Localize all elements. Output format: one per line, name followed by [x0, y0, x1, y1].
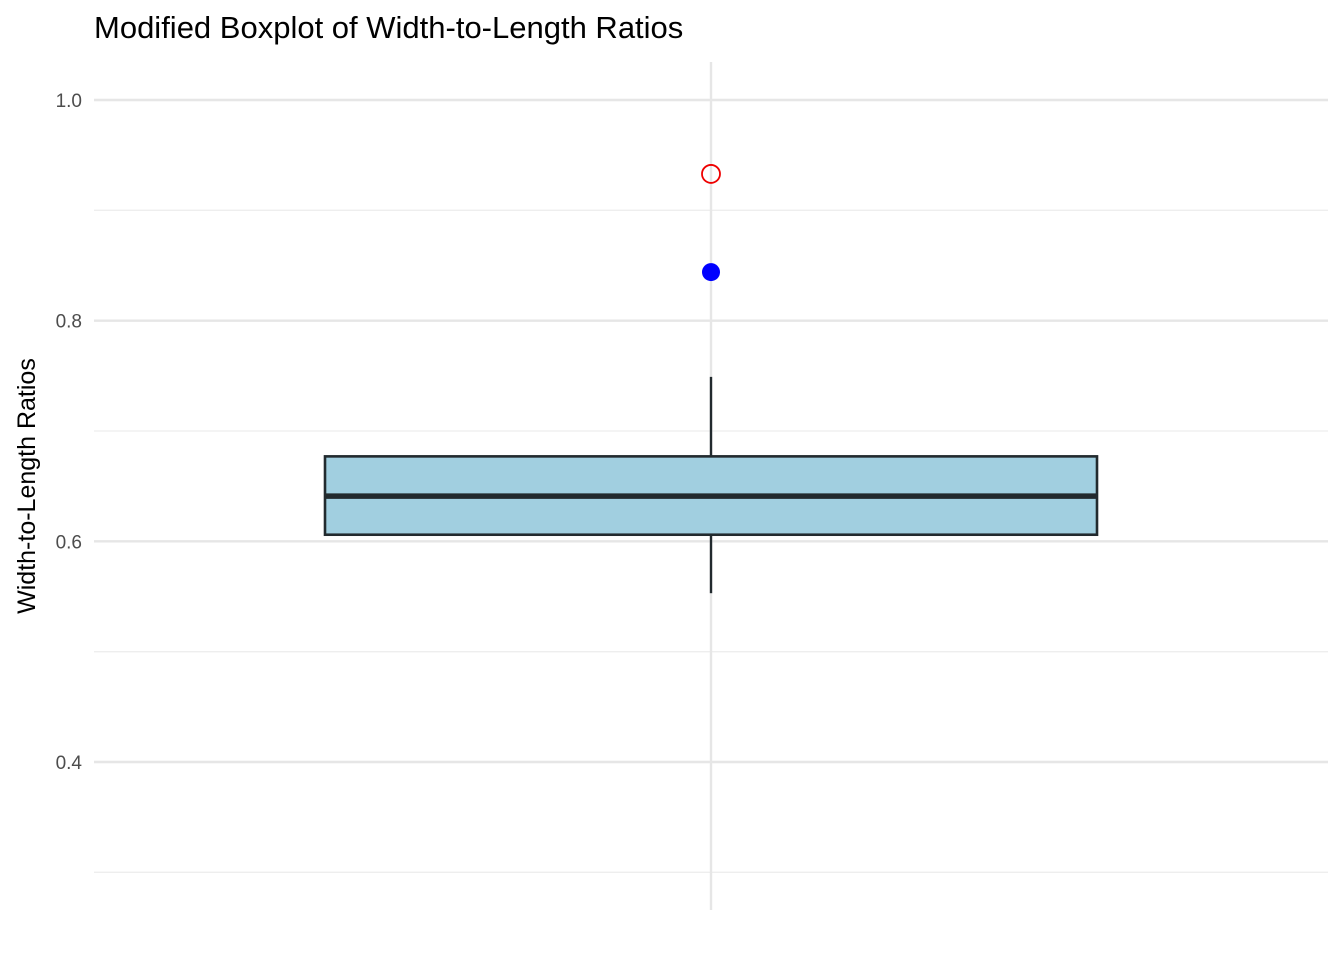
- y-tick-label-3: 1.0: [56, 91, 82, 112]
- outlier-point-open-1: [701, 164, 721, 184]
- y-axis-title: Width-to-Length Ratios: [13, 358, 41, 614]
- outlier-point-filled-0: [702, 263, 720, 282]
- chart-title: Modified Boxplot of Width-to-Length Rati…: [94, 10, 684, 45]
- y-tick-label-1: 0.6: [56, 532, 82, 553]
- y-tick-label-2: 0.8: [56, 312, 82, 333]
- y-axis-ticks: 0.4 0.6 0.8 1.0: [56, 91, 83, 774]
- y-tick-label-0: 0.4: [56, 753, 83, 774]
- outlier-points: [701, 164, 721, 282]
- box-layer: [323, 376, 1099, 594]
